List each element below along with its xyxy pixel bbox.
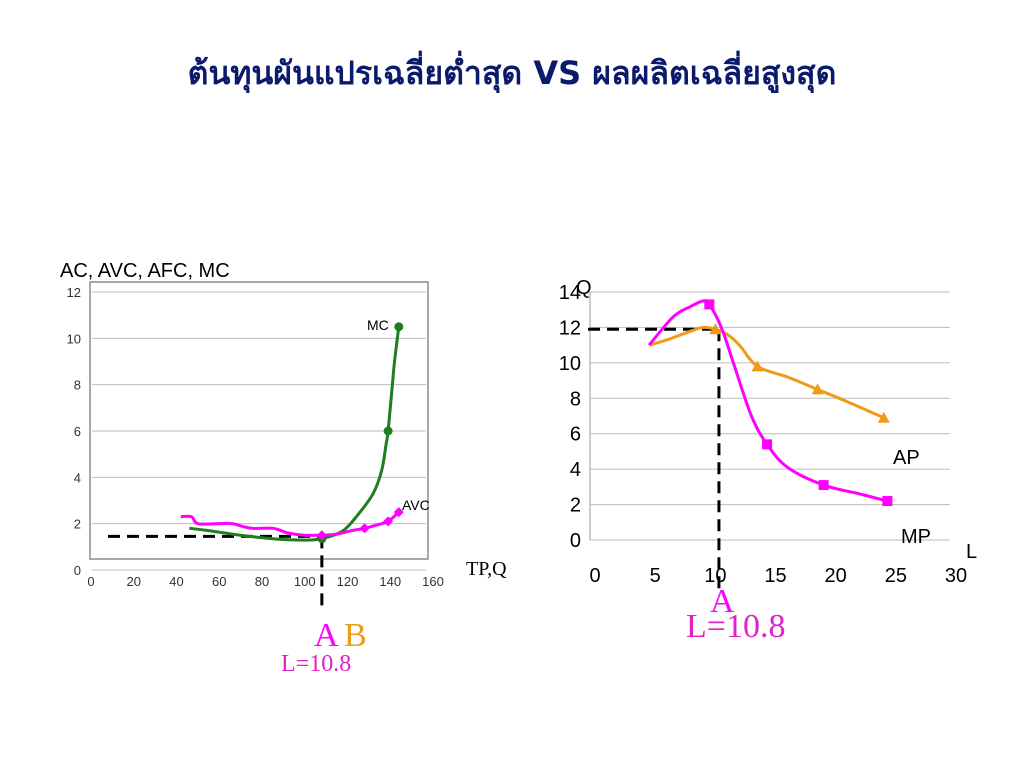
- right-x-tick-label: 10: [704, 565, 726, 587]
- left-y-ticks: 0 2 4 6 8 10 12: [67, 285, 81, 578]
- right-chart: Q L 0 5 10 15 20 25 30 0 2 4 6 8 10 12 14 AP MP A L=1…: [559, 277, 977, 645]
- right-x-tick-label: 30: [945, 565, 967, 587]
- left-x-tick-label: 60: [212, 574, 226, 589]
- right-x-ticks: 0 5 10 15 20 25 30: [589, 565, 967, 587]
- left-x-tick-label: 0: [87, 574, 94, 589]
- mp-label: MP: [901, 526, 931, 548]
- ap-point: [811, 383, 824, 395]
- right-y-tick-label: 0: [570, 530, 581, 552]
- left-y-tick-label: 2: [74, 517, 81, 532]
- left-y-tick-label: 10: [67, 331, 81, 346]
- right-x-tick-label: 15: [764, 565, 786, 587]
- left-x-axis-title: TP,Q: [466, 558, 507, 580]
- right-y-tick-label: 8: [570, 388, 581, 410]
- left-reference-lines: [108, 534, 324, 610]
- left-x-tick-label: 120: [337, 574, 359, 589]
- mp-curve: [648, 299, 888, 503]
- mc-curve: [189, 326, 401, 542]
- ap-label: AP: [893, 447, 920, 469]
- right-y-axis-title: Q: [576, 277, 592, 299]
- slide-title: ต้นทุนผันแปรเฉลี่ยต่ำสุด VS ผลผลิตเฉลี่ย…: [187, 54, 837, 92]
- ap-point: [877, 411, 890, 423]
- right-reference-lines: [588, 327, 721, 595]
- right-x-tick-label: 0: [589, 565, 600, 587]
- avc-point: [316, 530, 327, 541]
- left-series: [180, 322, 404, 544]
- right-x-tick-label: 5: [650, 565, 661, 587]
- ap-curve: [648, 325, 885, 420]
- mp-point: [882, 496, 893, 507]
- right-annotation: L=10.8: [686, 608, 785, 645]
- left-x-tick-label: 80: [255, 574, 269, 589]
- right-x-tick-label: 20: [825, 565, 847, 587]
- left-plot-area: [89, 281, 429, 560]
- mp-point: [818, 480, 829, 491]
- avc-point: [359, 523, 370, 534]
- left-x-tick-label: 40: [169, 574, 183, 589]
- mc-point: [394, 322, 404, 332]
- left-annotation: L=10.8: [281, 651, 351, 677]
- avc-point: [393, 507, 404, 518]
- ap-point: [709, 323, 722, 335]
- right-y-tick-label: 6: [570, 424, 581, 446]
- right-y-ticks: 0 2 4 6 8 10 12 14: [559, 282, 581, 552]
- mc-point: [383, 426, 393, 436]
- left-y-tick-label: 4: [74, 470, 81, 485]
- left-y-tick-label: 12: [67, 285, 81, 300]
- point-b-label: B: [344, 617, 367, 654]
- left-x-tick-label: 140: [379, 574, 401, 589]
- ap-point: [751, 360, 764, 372]
- avc-label: AVC: [402, 497, 430, 513]
- left-x-ticks: 0 20 40 60 80 100 120 140 160: [87, 574, 443, 589]
- mp-point: [704, 299, 715, 310]
- right-y-tick-label: 4: [570, 459, 581, 481]
- right-x-axis-title: L: [966, 541, 977, 563]
- right-x-tick-label: 25: [885, 565, 907, 587]
- left-x-tick-label: 160: [422, 574, 444, 589]
- mc-label: MC: [367, 317, 389, 333]
- mp-point: [762, 439, 773, 450]
- left-chart: AC, AVC, AFC, MC TP,Q 0 20 40 60 80 100 120 140…: [60, 260, 507, 677]
- left-y-tick-label: 6: [74, 424, 81, 439]
- left-gridlines: [92, 291, 426, 571]
- left-x-tick-label: 20: [127, 574, 141, 589]
- right-gridlines: [590, 291, 950, 541]
- right-y-tick-label: 14: [559, 282, 581, 304]
- point-a-label-right: A: [710, 583, 735, 620]
- left-y-tick-label: 8: [74, 378, 81, 393]
- right-y-tick-label: 12: [559, 317, 581, 339]
- left-x-tick-label: 100: [294, 574, 316, 589]
- right-y-tick-label: 2: [570, 495, 581, 517]
- right-y-tick-label: 10: [559, 353, 581, 375]
- point-a-label-left: A: [314, 617, 339, 654]
- left-y-axis-title: AC, AVC, AFC, MC: [60, 260, 230, 282]
- left-y-tick-label: 0: [74, 563, 81, 578]
- avc-point: [383, 516, 394, 527]
- right-series: [648, 299, 893, 507]
